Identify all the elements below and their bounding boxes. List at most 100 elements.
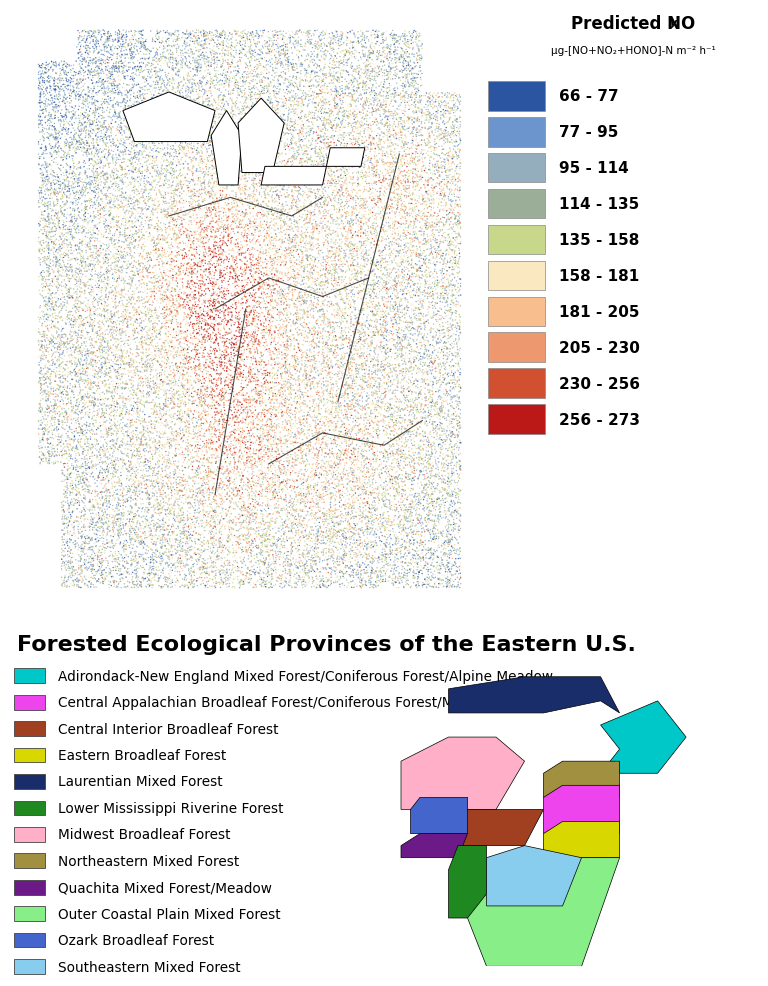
Point [411, 257, 423, 273]
Point [47, 264, 59, 280]
Point [131, 444, 143, 459]
Point [403, 68, 415, 84]
Point [419, 197, 431, 213]
Point [287, 142, 300, 158]
Point [369, 25, 382, 40]
Point [362, 263, 374, 279]
Point [49, 405, 61, 421]
Point [362, 391, 374, 407]
Point [233, 325, 246, 341]
Point [290, 414, 302, 430]
Point [94, 419, 107, 435]
Point [313, 303, 326, 318]
Point [304, 538, 316, 554]
Point [396, 113, 409, 129]
Point [335, 316, 347, 331]
Point [180, 524, 193, 539]
Point [228, 223, 240, 239]
Point [260, 553, 272, 569]
Point [281, 138, 293, 154]
Point [361, 63, 373, 79]
Point [192, 310, 204, 325]
Point [422, 286, 434, 302]
Point [369, 524, 381, 539]
Point [243, 299, 256, 315]
Point [237, 206, 250, 222]
Point [134, 63, 147, 79]
Point [319, 24, 332, 39]
Point [409, 396, 422, 412]
Point [425, 235, 437, 250]
Point [107, 392, 119, 408]
Point [409, 157, 422, 173]
Point [174, 257, 187, 273]
Point [321, 82, 333, 98]
Point [164, 79, 176, 95]
Point [342, 398, 354, 414]
Point [445, 88, 458, 104]
Point [281, 155, 293, 171]
Point [393, 192, 406, 208]
Point [343, 109, 355, 125]
Point [392, 326, 405, 342]
Point [172, 322, 184, 338]
Point [176, 108, 188, 124]
Point [159, 286, 171, 302]
Point [186, 362, 198, 378]
Point [264, 433, 276, 449]
Point [415, 452, 428, 467]
Point [196, 397, 208, 413]
Point [425, 476, 438, 492]
Point [174, 185, 186, 201]
Point [380, 554, 392, 570]
Point [446, 391, 458, 407]
Point [394, 245, 406, 260]
Point [309, 418, 321, 434]
Point [345, 328, 357, 344]
Point [407, 219, 419, 235]
Point [131, 306, 143, 321]
Point [146, 577, 158, 593]
Point [179, 415, 191, 431]
Point [213, 53, 225, 69]
Point [198, 396, 210, 412]
Point [176, 548, 188, 564]
Point [76, 571, 88, 587]
Point [208, 295, 220, 311]
Point [134, 81, 147, 97]
Point [108, 362, 121, 378]
Point [366, 45, 378, 61]
Point [102, 373, 114, 388]
Point [207, 250, 219, 266]
Point [392, 433, 405, 449]
Point [61, 579, 73, 595]
Point [103, 117, 115, 133]
Point [330, 389, 343, 405]
Point [164, 166, 177, 181]
Point [349, 577, 362, 593]
Point [328, 159, 340, 175]
Point [245, 546, 257, 562]
Point [439, 562, 452, 578]
Point [61, 241, 74, 256]
Point [329, 410, 341, 426]
Point [408, 73, 420, 89]
Point [322, 437, 334, 453]
Point [210, 138, 223, 154]
Point [237, 120, 250, 136]
Point [316, 200, 328, 216]
Point [342, 117, 354, 133]
Point [352, 191, 364, 207]
Point [232, 367, 244, 383]
Point [45, 403, 57, 419]
Point [170, 374, 182, 389]
Point [429, 144, 442, 160]
Point [250, 506, 262, 522]
Point [441, 424, 453, 440]
Point [235, 335, 247, 351]
Point [403, 424, 415, 440]
Point [406, 187, 419, 203]
Point [327, 383, 339, 398]
Point [435, 555, 448, 571]
Point [158, 523, 170, 538]
